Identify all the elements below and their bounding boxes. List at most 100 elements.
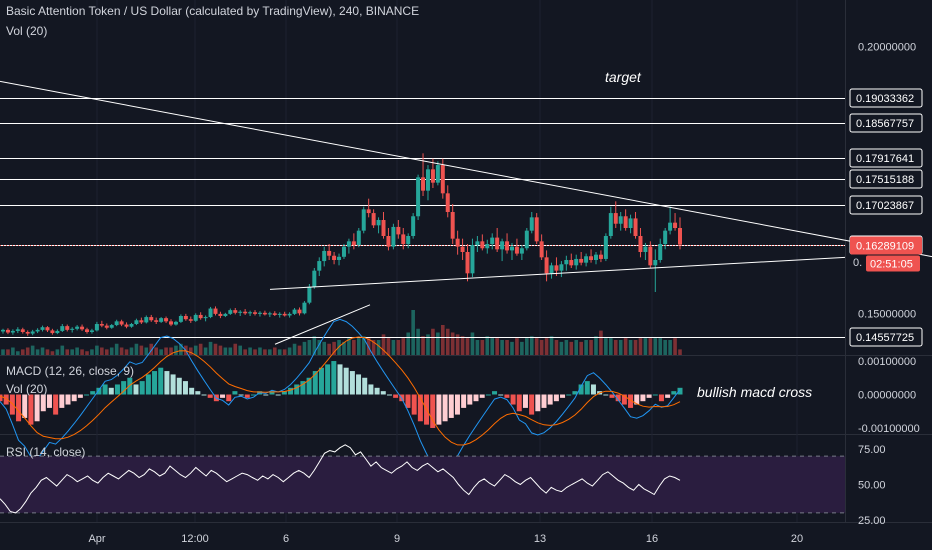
macd-histogram-bar xyxy=(65,394,71,405)
macd-histogram-bar xyxy=(634,394,640,405)
volume-bar xyxy=(480,340,485,355)
candle-body xyxy=(653,260,658,266)
volume-bar xyxy=(302,341,307,355)
volume-bar xyxy=(40,347,45,355)
macd-histogram-bar xyxy=(671,391,677,395)
rsi-indicator-label[interactable]: RSI (14, close) xyxy=(6,445,86,459)
volume-bar xyxy=(455,334,460,355)
candle-body xyxy=(144,317,149,323)
candle-body xyxy=(505,241,510,251)
price-axis-tick: 0.15000000 xyxy=(858,308,916,320)
volume-bar xyxy=(263,349,267,355)
macd-histogram-bar xyxy=(158,367,164,395)
candle-body xyxy=(302,302,307,314)
volume-indicator-label[interactable]: Vol (20) xyxy=(6,24,48,38)
volume-bar xyxy=(436,332,440,355)
candle-body xyxy=(35,329,40,332)
volume-bar xyxy=(361,336,366,355)
candle-body xyxy=(406,236,411,244)
volume-bar xyxy=(203,347,208,355)
candle-body xyxy=(85,329,90,332)
volume-bar xyxy=(312,336,317,355)
candle-body xyxy=(668,222,673,231)
rsi-line xyxy=(0,444,681,514)
volume-bar xyxy=(584,340,588,355)
annotation-bullish-macd-cross[interactable]: bullish macd cross xyxy=(697,384,813,400)
volume-bar xyxy=(529,336,534,355)
volume-bar xyxy=(35,349,40,355)
candle-body xyxy=(519,248,524,254)
candle-body xyxy=(430,169,435,183)
candle-body xyxy=(534,217,539,242)
macd-histogram-bar xyxy=(461,394,467,408)
candle-body xyxy=(401,234,406,244)
candle-body xyxy=(25,332,30,334)
volume-bar xyxy=(60,345,65,355)
volume-bar xyxy=(164,347,168,355)
macd-histogram-bar xyxy=(467,394,473,405)
candle-body xyxy=(465,252,470,274)
candle-body xyxy=(267,313,272,315)
level-price-label: 0.17917641 xyxy=(856,153,914,165)
volume-bar xyxy=(638,338,643,355)
volume-bar xyxy=(169,347,173,355)
volume-bar xyxy=(450,332,455,355)
macd-axis-tick: 0.00100000 xyxy=(858,356,916,368)
candle-body xyxy=(480,241,485,249)
candle-body xyxy=(60,326,65,331)
macd-histogram-bar xyxy=(139,381,145,395)
macd-histogram-bar xyxy=(615,394,621,402)
candle-body xyxy=(396,226,401,235)
volume-bar xyxy=(460,336,465,355)
macd-histogram-bar xyxy=(560,394,566,398)
volume-bar xyxy=(594,336,598,355)
macd-histogram-bar xyxy=(9,394,15,415)
macd-indicator-label[interactable]: MACD (12, 26, close, 9) xyxy=(6,364,135,378)
candle-body xyxy=(45,327,50,331)
candle-body xyxy=(322,250,327,262)
volume-bar xyxy=(534,338,539,355)
volume-bar xyxy=(272,347,277,355)
volume-bar xyxy=(401,338,406,355)
volume-bar xyxy=(604,338,608,355)
candle-body xyxy=(327,250,332,256)
volume-bar xyxy=(20,349,25,355)
time-axis-tick: 12:00 xyxy=(181,533,209,545)
candle-body xyxy=(569,260,574,266)
volume-bar xyxy=(104,349,109,355)
macd-histogram-bar xyxy=(368,384,374,395)
macd-histogram-bar xyxy=(658,394,664,402)
macd-histogram-bar xyxy=(566,394,572,396)
candle-body xyxy=(282,313,287,316)
candle-body xyxy=(307,286,312,303)
volume-bar xyxy=(208,341,213,355)
volume-bar xyxy=(515,338,519,355)
annotation-target[interactable]: target xyxy=(605,69,641,85)
macd-histogram-bar xyxy=(133,384,139,395)
volume-bar xyxy=(317,340,322,355)
macd-volume-label[interactable]: Vol (20) xyxy=(6,382,48,396)
level-price-tag xyxy=(849,195,923,215)
candle-body xyxy=(238,311,243,313)
macd-histogram-bar xyxy=(492,391,498,395)
macd-histogram-bar xyxy=(504,394,510,398)
candle-body xyxy=(203,317,208,319)
macd-histogram-bar xyxy=(189,387,195,395)
candle-body xyxy=(658,244,663,260)
macd-histogram-bar xyxy=(572,391,578,395)
candle-body xyxy=(564,260,569,265)
macd-histogram-bar xyxy=(275,394,281,396)
volume-bar xyxy=(495,338,499,355)
candle-body xyxy=(55,330,60,334)
volume-bar xyxy=(193,345,198,355)
volume-bar xyxy=(90,349,94,355)
volume-bar xyxy=(70,349,74,355)
candle-body xyxy=(623,216,628,228)
macd-histogram-bar xyxy=(3,394,9,405)
volume-bar xyxy=(139,345,144,355)
candle-body xyxy=(169,321,174,325)
candle-body xyxy=(490,237,495,244)
candle-body xyxy=(292,309,297,314)
macd-histogram-bar xyxy=(646,394,652,398)
